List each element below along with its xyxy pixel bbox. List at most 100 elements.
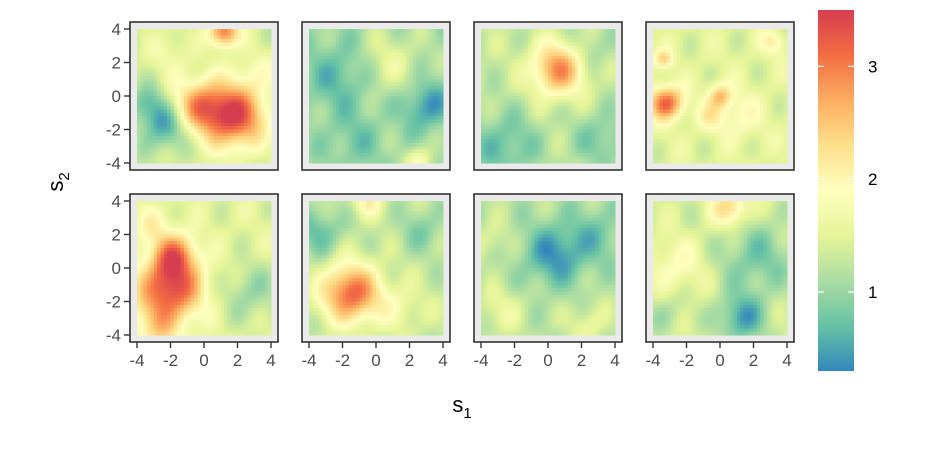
heatmap-cell (349, 35, 354, 40)
heatmap-cell (267, 159, 272, 164)
heatmap-cell (137, 102, 141, 107)
heatmap-cell (237, 59, 242, 64)
heatmap-cell (369, 29, 374, 33)
heatmap-cell (369, 79, 374, 84)
heatmap-cell (234, 139, 239, 144)
heatmap-cell (250, 159, 255, 164)
heatmap-cell (147, 146, 151, 151)
heatmap-cell (227, 149, 232, 154)
heatmap-cell (309, 35, 313, 40)
heatmap-cell (197, 122, 202, 127)
heatmap-cell (264, 55, 269, 60)
heatmap-cell (217, 159, 222, 164)
heatmap-cell (309, 132, 313, 137)
heatmap-cell (187, 126, 192, 131)
heatmap-cell (214, 89, 218, 94)
heatmap-cell (140, 72, 145, 77)
heatmap-cell (140, 65, 145, 70)
heatmap-cell (345, 102, 350, 107)
heatmap-cell (349, 129, 354, 134)
heatmap-cell (332, 149, 337, 154)
heatmap-cell (230, 132, 235, 137)
heatmap-cell (355, 72, 360, 77)
heatmap-cell (183, 39, 188, 43)
heatmap-cell (153, 149, 158, 154)
heatmap-cell (167, 129, 172, 134)
heatmap-cell (349, 39, 354, 43)
heatmap-cell (369, 39, 374, 43)
heatmap-cell (264, 156, 269, 161)
heatmap-cell (230, 149, 235, 154)
heatmap-cell (157, 32, 162, 37)
heatmap-cell (254, 49, 259, 54)
heatmap-cell (322, 146, 327, 151)
heatmap-cell (147, 99, 151, 104)
heatmap-cell (167, 96, 172, 100)
heatmap-cell (312, 106, 317, 110)
heatmap-cell (163, 142, 168, 147)
heatmap-cell (335, 152, 340, 157)
heatmap-cell (260, 29, 265, 33)
heatmap-cell (137, 59, 141, 64)
heatmap-cell (210, 96, 215, 100)
heatmap-cell (167, 99, 172, 104)
heatmap-cell (153, 109, 158, 114)
heatmap-cell (267, 109, 272, 114)
heatmap-cell (143, 62, 148, 67)
heatmap-cell (170, 99, 175, 104)
heatmap-cell (365, 59, 370, 64)
heatmap-cell (365, 112, 370, 117)
heatmap-cell (332, 96, 337, 100)
heatmap-cell (167, 119, 172, 124)
heatmap-cell (315, 39, 320, 43)
heatmap-cell (140, 116, 145, 121)
heatmap-cell (217, 55, 222, 60)
heatmap-cell (309, 62, 313, 67)
heatmap-cell (230, 116, 235, 121)
heatmap-cell (254, 126, 259, 131)
heatmap-cell (190, 96, 195, 100)
heatmap-cell (167, 69, 172, 74)
heatmap-cell (200, 52, 205, 57)
heatmap-cell (170, 142, 175, 147)
heatmap-cell (359, 45, 364, 50)
heatmap-cell (234, 122, 239, 127)
heatmap-cell (352, 136, 357, 141)
heatmap-cell (342, 139, 347, 144)
heatmap-cell (227, 112, 232, 117)
heatmap-cell (140, 119, 145, 124)
heatmap-cell (264, 96, 269, 100)
heatmap-cell (372, 59, 377, 64)
heatmap-cell (200, 96, 205, 100)
heatmap-cell (180, 126, 185, 131)
heatmap-cell (254, 85, 259, 90)
heatmap-cell (143, 99, 148, 104)
heatmap-cell (147, 69, 151, 74)
heatmap-cell (137, 29, 141, 33)
heatmap-cell (322, 42, 327, 47)
heatmap-cell (359, 29, 364, 33)
heatmap-cell (257, 82, 262, 87)
heatmap-cell (140, 156, 145, 161)
heatmap-cell (355, 89, 360, 94)
heatmap-cell (260, 65, 265, 70)
heatmap-cell (197, 52, 202, 57)
heatmap-cell (244, 136, 249, 141)
heatmap-cell (173, 85, 178, 90)
heatmap-cell (319, 52, 323, 57)
heatmap-cell (234, 42, 239, 47)
heatmap-cell (183, 72, 188, 77)
heatmap-cell (335, 72, 340, 77)
heatmap-cell (240, 39, 245, 43)
heatmap-cell (230, 129, 235, 134)
heatmap-cell (187, 65, 192, 70)
heatmap-cell (214, 52, 218, 57)
heatmap-cell (244, 112, 249, 117)
heatmap-cell (143, 29, 148, 33)
heatmap-cell (234, 126, 239, 131)
heatmap-cell (359, 159, 364, 164)
heatmap-cell (177, 139, 182, 144)
heatmap-cell (325, 159, 330, 164)
heatmap-cell (187, 69, 192, 74)
heatmap-cell (315, 69, 320, 74)
